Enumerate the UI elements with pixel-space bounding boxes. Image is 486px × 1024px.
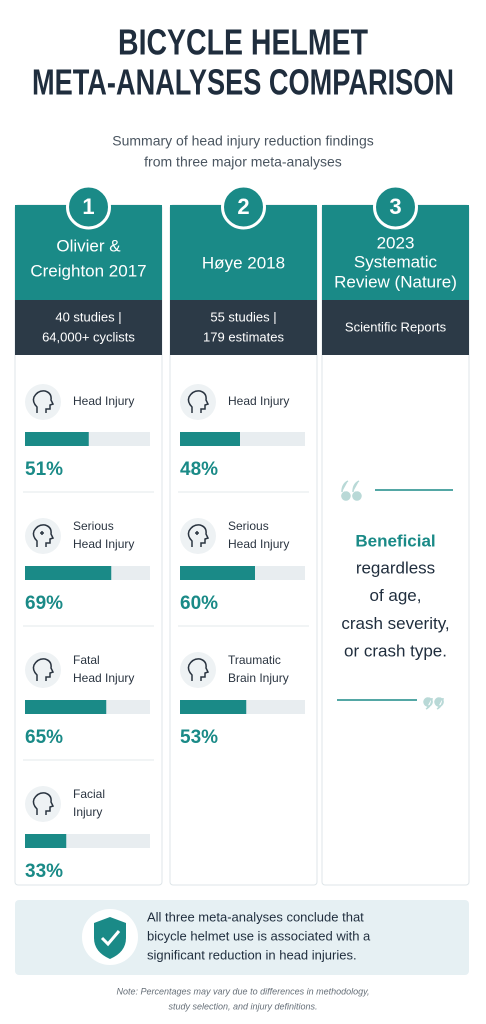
quote-mark	[423, 697, 433, 710]
item-label: Traumatic	[228, 653, 281, 667]
percent-label: 51%	[25, 459, 63, 480]
shield-icon	[94, 917, 126, 959]
bar-fill	[180, 566, 255, 580]
note: Note: Percentages may vary due to differ…	[117, 986, 370, 996]
title: BICYCLE HELMET	[118, 22, 368, 63]
item-label: Head Injury	[228, 394, 289, 408]
percent-label: 65%	[25, 727, 63, 748]
head-icon	[32, 792, 55, 815]
column-name: Systematic	[354, 252, 438, 271]
quote-mark	[341, 480, 351, 501]
column-number: 2	[237, 194, 249, 219]
icon-bg	[180, 652, 216, 688]
percent-label: 53%	[180, 727, 218, 748]
note: study selection, and injury definitions.	[168, 1001, 317, 1011]
icon-bg	[25, 786, 61, 822]
head-icon	[187, 390, 210, 413]
number-badge	[373, 184, 418, 230]
icon-bg	[180, 384, 216, 420]
plus-icon	[195, 531, 199, 535]
head-icon	[32, 658, 55, 681]
head-icon	[187, 658, 210, 681]
column-name: 2023	[377, 233, 415, 252]
item-label: Head Injury	[73, 394, 134, 408]
quote-mark	[434, 697, 444, 710]
column-detail: 64,000+ cyclists	[42, 329, 135, 344]
icon-bg	[25, 518, 61, 554]
column-detail: Scientific Reports	[345, 319, 447, 334]
quote-line: crash severity,	[341, 614, 449, 633]
item-label: Injury	[73, 805, 102, 819]
bar-fill	[25, 566, 112, 580]
item-label: Serious	[228, 519, 269, 533]
item-label: Brain Injury	[228, 671, 289, 685]
bar-fill	[25, 834, 67, 848]
quote-line: of age,	[370, 586, 422, 605]
column-detail-band	[15, 300, 162, 355]
conclusion-text: bicycle helmet use is associated with a	[147, 928, 371, 943]
quote-mark	[352, 480, 362, 501]
column-number: 1	[82, 194, 94, 219]
bar-fill	[25, 432, 89, 446]
head-icon	[32, 390, 55, 413]
head-icon	[187, 524, 210, 547]
number-badge	[221, 184, 266, 230]
column-detail-band	[170, 300, 317, 355]
number-badge	[66, 184, 111, 230]
column-detail: 40 studies |	[55, 309, 121, 324]
column-name: Høye 2018	[202, 253, 285, 272]
quote-line: regardless	[356, 558, 435, 577]
conclusion-text: All three meta-analyses conclude that	[147, 909, 364, 924]
item-label: Serious	[73, 519, 114, 533]
head-icon	[32, 524, 55, 547]
bar-fill	[25, 700, 107, 714]
column-name: Creighton 2017	[30, 261, 146, 280]
column-detail: 179 estimates	[203, 329, 284, 344]
column-detail: 55 studies |	[210, 309, 276, 324]
column-name: Review (Nature)	[334, 272, 457, 291]
icon-bg	[180, 518, 216, 554]
column-detail-band	[322, 300, 469, 355]
quote-line: or crash type.	[344, 642, 447, 661]
item-label: Facial	[73, 787, 105, 801]
title: META-ANALYSES COMPARISON	[32, 62, 454, 103]
column-number: 3	[389, 194, 401, 219]
item-label: Fatal	[73, 653, 100, 667]
icon-bg	[25, 384, 61, 420]
item-label: Head Injury	[73, 537, 134, 551]
percent-label: 48%	[180, 459, 218, 480]
conclusion-text: significant reduction in head injuries.	[147, 947, 357, 962]
percent-label: 60%	[180, 593, 218, 614]
subtitle: from three major meta-analyses	[144, 154, 342, 170]
bar-fill	[180, 700, 247, 714]
item-label: Head Injury	[73, 671, 134, 685]
percent-label: 69%	[25, 593, 63, 614]
icon-bg	[25, 652, 61, 688]
plus-icon	[40, 531, 44, 535]
item-label: Head Injury	[228, 537, 289, 551]
percent-label: 33%	[25, 861, 63, 882]
bar-fill	[180, 432, 240, 446]
check-icon	[100, 930, 121, 947]
quote-highlight: Beneficial	[355, 531, 435, 550]
column-name: Olivier &	[56, 236, 121, 255]
subtitle: Summary of head injury reduction finding…	[112, 133, 373, 149]
